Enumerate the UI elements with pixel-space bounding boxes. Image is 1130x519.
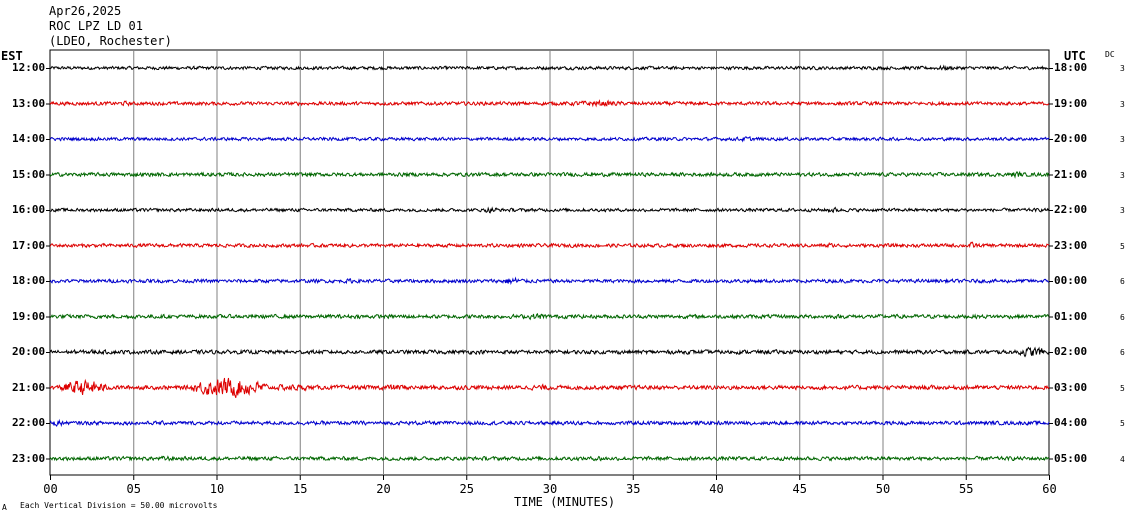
x-tick-label: 25 xyxy=(460,482,474,496)
trace-1700 xyxy=(49,241,1050,249)
x-tick-label: 60 xyxy=(1042,482,1056,496)
corner-mark: A xyxy=(2,503,7,512)
header-date: Apr26,2025 xyxy=(49,4,122,18)
dc-value: 6 xyxy=(1120,277,1125,286)
dc-value: 6 xyxy=(1120,348,1125,357)
est-label: 23:00 xyxy=(12,451,46,465)
x-tick-label: 45 xyxy=(793,482,807,496)
x-axis-title: TIME (MINUTES) xyxy=(514,495,616,509)
x-tick-label: 30 xyxy=(543,482,557,496)
utc-label: 21:00 xyxy=(1054,167,1088,181)
x-tick-label: 10 xyxy=(210,482,224,496)
trace-2200 xyxy=(49,418,1050,428)
est-label: 18:00 xyxy=(12,274,46,287)
est-label: 14:00 xyxy=(12,132,46,145)
utc-label: 03:00 xyxy=(1054,380,1088,394)
est-label: 20:00 xyxy=(12,345,46,358)
scale-note: Each Vertical Division = 50.00 microvolt… xyxy=(20,501,218,510)
utc-label: 01:00 xyxy=(1054,309,1088,323)
trace-1400 xyxy=(49,136,1050,143)
trace-2000 xyxy=(49,346,1050,358)
est-label: 16:00 xyxy=(12,203,46,216)
x-tick-label: 55 xyxy=(959,482,973,496)
dc-value: 6 xyxy=(1120,312,1125,322)
left-zone-label: EST xyxy=(1,49,23,63)
dc-header-label: DC xyxy=(1105,50,1115,59)
est-label: 15:00 xyxy=(12,167,46,181)
utc-label: 02:00 xyxy=(1054,345,1088,358)
x-tick-label: 40 xyxy=(709,482,723,496)
est-label: 12:00 xyxy=(12,61,46,74)
est-label: 17:00 xyxy=(12,238,46,252)
utc-label: 05:00 xyxy=(1054,451,1088,465)
utc-label: 22:00 xyxy=(1054,203,1088,216)
dc-value: 3 xyxy=(1120,135,1125,144)
dc-value: 3 xyxy=(1120,99,1125,109)
utc-label: 20:00 xyxy=(1054,132,1088,145)
dc-value: 5 xyxy=(1120,383,1125,393)
x-tick-label: 20 xyxy=(376,482,390,496)
dc-value: 3 xyxy=(1120,64,1125,73)
header-station: ROC LPZ LD 01 xyxy=(49,19,143,33)
x-tick-label: 35 xyxy=(626,482,640,496)
right-zone-label: UTC xyxy=(1064,49,1086,63)
utc-label: 19:00 xyxy=(1054,96,1088,110)
est-label: 22:00 xyxy=(12,416,46,429)
header-location: (LDEO, Rochester) xyxy=(49,34,172,48)
trace-2100 xyxy=(49,377,1050,398)
dc-value: 3 xyxy=(1120,170,1125,180)
trace-1300 xyxy=(49,99,1050,108)
x-tick-label: 15 xyxy=(293,482,307,496)
x-tick-label: 50 xyxy=(876,482,890,496)
utc-label: 04:00 xyxy=(1054,416,1088,429)
est-label: 21:00 xyxy=(12,380,46,394)
x-tick-label: 05 xyxy=(127,482,141,496)
trace-1500 xyxy=(49,170,1050,179)
dc-value: 4 xyxy=(1120,454,1125,464)
trace-1600 xyxy=(49,206,1050,214)
trace-2300 xyxy=(49,455,1050,462)
dc-value: 5 xyxy=(1120,419,1125,428)
dc-value: 5 xyxy=(1120,241,1125,251)
est-label: 13:00 xyxy=(12,96,46,110)
trace-1800 xyxy=(49,276,1050,286)
trace-1200 xyxy=(49,64,1050,72)
trace-1900 xyxy=(49,312,1050,321)
dc-value: 3 xyxy=(1120,206,1125,215)
utc-label: 23:00 xyxy=(1054,238,1088,252)
x-tick-label: 00 xyxy=(43,482,57,496)
utc-label: 18:00 xyxy=(1054,61,1088,74)
est-label: 19:00 xyxy=(12,309,46,323)
utc-label: 00:00 xyxy=(1054,274,1088,287)
